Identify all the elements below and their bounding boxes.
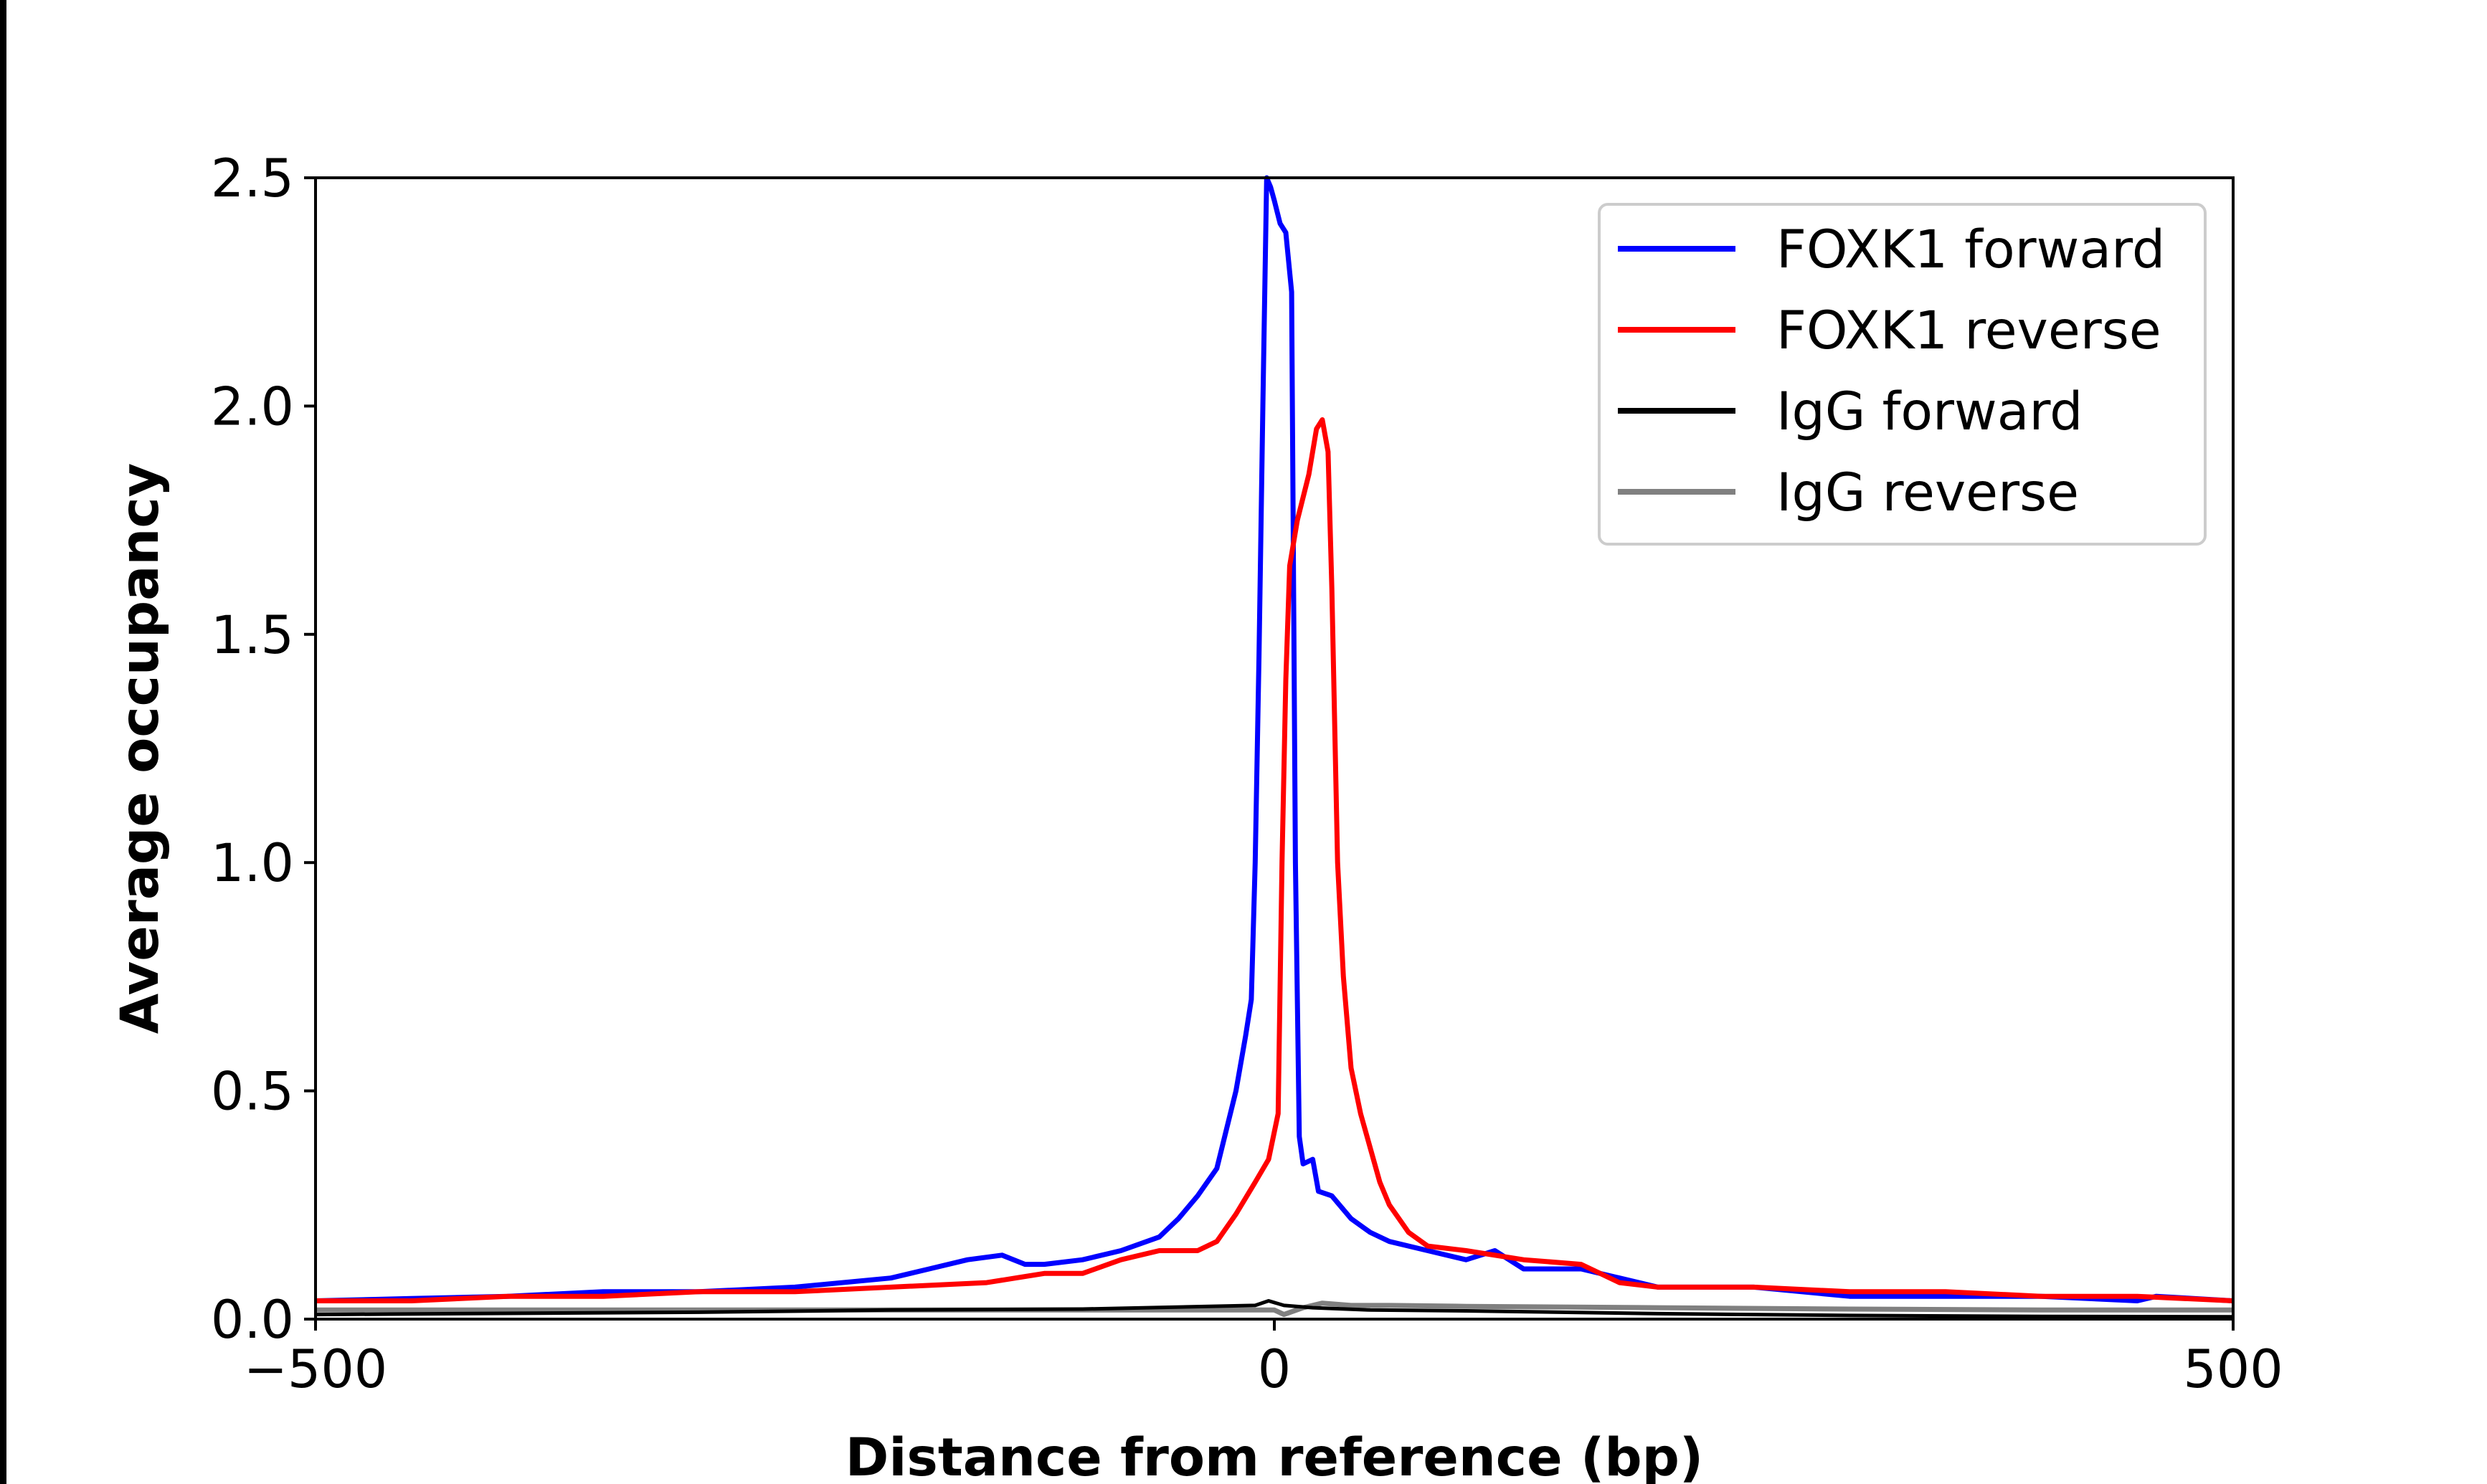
y-tick-label: 1.0	[211, 833, 294, 894]
y-tick-label: 0.0	[211, 1290, 294, 1351]
legend-label: IgG reverse	[1776, 462, 2079, 523]
x-axis: −500 0 500	[244, 1319, 2283, 1400]
x-axis-label: Distance from reference (bp)	[845, 1427, 1703, 1484]
y-tick-label: 1.5	[211, 605, 294, 666]
legend: FOXK1 forward FOXK1 reverse IgG forward IgG…	[1598, 203, 2207, 546]
legend-box	[1598, 203, 2207, 546]
left-border	[0, 0, 6, 1484]
y-tick-label: 2.5	[211, 148, 294, 209]
series-line-igg-forward	[315, 1299, 2234, 1319]
legend-label: FOXK1 forward	[1776, 219, 2165, 280]
y-tick-label: 2.0	[211, 376, 294, 437]
legend-label: FOXK1 reverse	[1776, 300, 2161, 361]
series-layer	[315, 175, 2234, 1319]
x-tick-label: 500	[2183, 1339, 2283, 1400]
y-axis-label: Average occupancy	[110, 463, 171, 1034]
y-tick-label: 0.5	[211, 1062, 294, 1123]
y-axis: 0.0 0.5 1.0 1.5 2.0 2.5	[211, 148, 316, 1351]
series-line-foxk1-reverse	[316, 417, 2234, 1303]
legend-label: IgG forward	[1776, 381, 2083, 442]
x-tick-label: −500	[244, 1339, 388, 1400]
x-tick-label: 0	[1258, 1339, 1291, 1400]
